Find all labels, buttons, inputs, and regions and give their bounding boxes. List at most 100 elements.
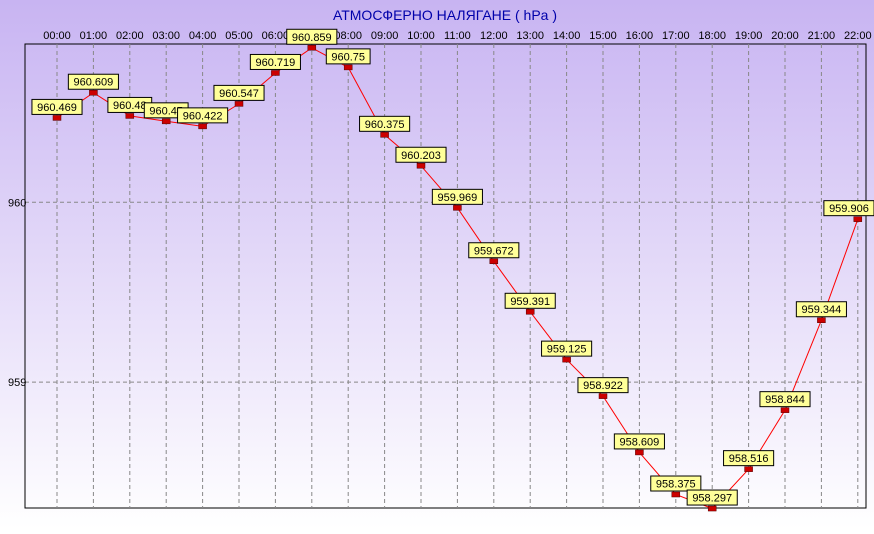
svg-text:960.469: 960.469: [37, 102, 77, 114]
data-point: [89, 89, 98, 96]
data-label: 959.969: [431, 188, 483, 205]
x-tick-label: 06:00: [262, 30, 290, 42]
svg-text:960.48: 960.48: [113, 100, 147, 112]
x-tick-label: 09:00: [371, 30, 399, 42]
data-label: 958.609: [613, 433, 665, 450]
data-point: [562, 356, 571, 363]
x-tick-label: 20:00: [771, 30, 799, 42]
svg-text:960.75: 960.75: [331, 51, 365, 63]
data-point: [380, 132, 389, 138]
x-tick-label: 19:00: [735, 30, 763, 42]
svg-text:960.203: 960.203: [401, 150, 441, 162]
svg-text:960.375: 960.375: [365, 119, 405, 131]
svg-text:959.344: 959.344: [802, 304, 842, 316]
y-tick-labels: 959 960: [8, 197, 26, 389]
svg-text:960.422: 960.422: [183, 110, 223, 122]
svg-text:960.609: 960.609: [74, 77, 114, 89]
data-label: 960.422: [177, 107, 229, 124]
svg-text:959.391: 959.391: [510, 296, 550, 308]
data-label: 958.922: [577, 377, 629, 394]
data-point: [416, 163, 426, 169]
x-tick-label: 02:00: [116, 30, 144, 42]
data-label: 960.547: [213, 84, 265, 101]
data-label: 958.844: [759, 391, 811, 408]
svg-text:959.125: 959.125: [547, 344, 587, 356]
data-point: [198, 123, 207, 130]
data-point: [234, 101, 244, 107]
svg-text:958.844: 958.844: [765, 394, 805, 406]
data-label: 960.469: [31, 98, 83, 115]
data-label: 958.297: [686, 489, 738, 506]
data-label: 960.719: [249, 53, 301, 70]
plot-border: [24, 43, 867, 509]
x-tick-labels: 00:0001:0002:0003:0004:0005:0006:0007:00…: [43, 30, 871, 42]
data-point: [598, 393, 608, 399]
svg-text:958.516: 958.516: [729, 453, 769, 465]
data-label: 960.375: [359, 115, 411, 132]
x-tick-label: 22:00: [844, 30, 872, 42]
data-label: 959.672: [468, 242, 520, 259]
x-tick-label: 11:00: [444, 30, 471, 42]
data-label: 958.516: [723, 450, 775, 467]
x-tick-label: 05:00: [225, 30, 253, 42]
data-label: 960.75: [325, 48, 371, 65]
svg-text:958.922: 958.922: [583, 380, 623, 392]
data-label: 960.48: [107, 96, 153, 113]
data-point: [817, 317, 826, 323]
data-point: [125, 113, 135, 119]
data-label: 959.125: [541, 340, 593, 357]
data-point: [635, 449, 644, 456]
x-tick-label: 08:00: [334, 30, 362, 42]
data-point: [671, 491, 681, 498]
data-labels: 960.469 960.609 960.48 960.45 960.422 960.547…: [31, 28, 874, 506]
data-label: 959.391: [504, 292, 556, 309]
data-point: [343, 64, 353, 71]
gridlines: [25, 44, 866, 508]
y-tick-label: 960: [8, 197, 26, 209]
data-point: [525, 309, 535, 315]
data-point: [271, 70, 280, 76]
x-tick-label: 12:00: [480, 30, 508, 42]
data-point: [489, 258, 499, 265]
data-point: [161, 118, 171, 125]
data-point: [707, 505, 717, 512]
x-tick-label: 17:00: [662, 30, 690, 42]
data-label: 960.203: [395, 146, 447, 163]
svg-text:959.906: 959.906: [829, 203, 869, 215]
x-tick-label: 03:00: [152, 30, 180, 42]
data-label: 958.375: [650, 475, 702, 492]
x-tick-label: 14:00: [553, 30, 581, 42]
svg-text:959.672: 959.672: [474, 245, 514, 257]
x-tick-label: 21:00: [808, 30, 836, 42]
x-tick-label: 10:00: [407, 30, 435, 42]
data-label: 960.859: [286, 28, 338, 45]
svg-text:959.969: 959.969: [438, 192, 478, 204]
data-point: [52, 115, 62, 121]
data-label: 959.906: [823, 200, 874, 217]
x-tick-label: 04:00: [189, 30, 217, 42]
data-label: 960.609: [67, 73, 119, 90]
svg-text:958.609: 958.609: [620, 436, 660, 448]
y-tick-label: 959: [8, 377, 26, 389]
svg-text:960.719: 960.719: [256, 57, 296, 69]
svg-text:960.859: 960.859: [292, 32, 332, 44]
x-tick-label: 16:00: [626, 30, 654, 42]
x-tick-label: 18:00: [698, 30, 726, 42]
x-tick-label: 13:00: [516, 30, 544, 42]
data-point: [780, 407, 790, 413]
data-markers: [52, 45, 863, 512]
data-label: 959.344: [795, 301, 847, 318]
data-point: [744, 466, 753, 472]
data-point: [453, 205, 462, 211]
x-tick-label: 15:00: [589, 30, 617, 42]
svg-text:960.547: 960.547: [219, 88, 259, 100]
plot-frame: [24, 43, 867, 509]
svg-text:958.375: 958.375: [656, 479, 696, 491]
svg-text:960.45: 960.45: [149, 105, 183, 117]
x-tick-label: 00:00: [43, 30, 71, 42]
chart-title: АТМОСФЕРНО НАЛЯГАНЕ ( hPa ): [333, 7, 557, 23]
data-point: [307, 45, 317, 51]
